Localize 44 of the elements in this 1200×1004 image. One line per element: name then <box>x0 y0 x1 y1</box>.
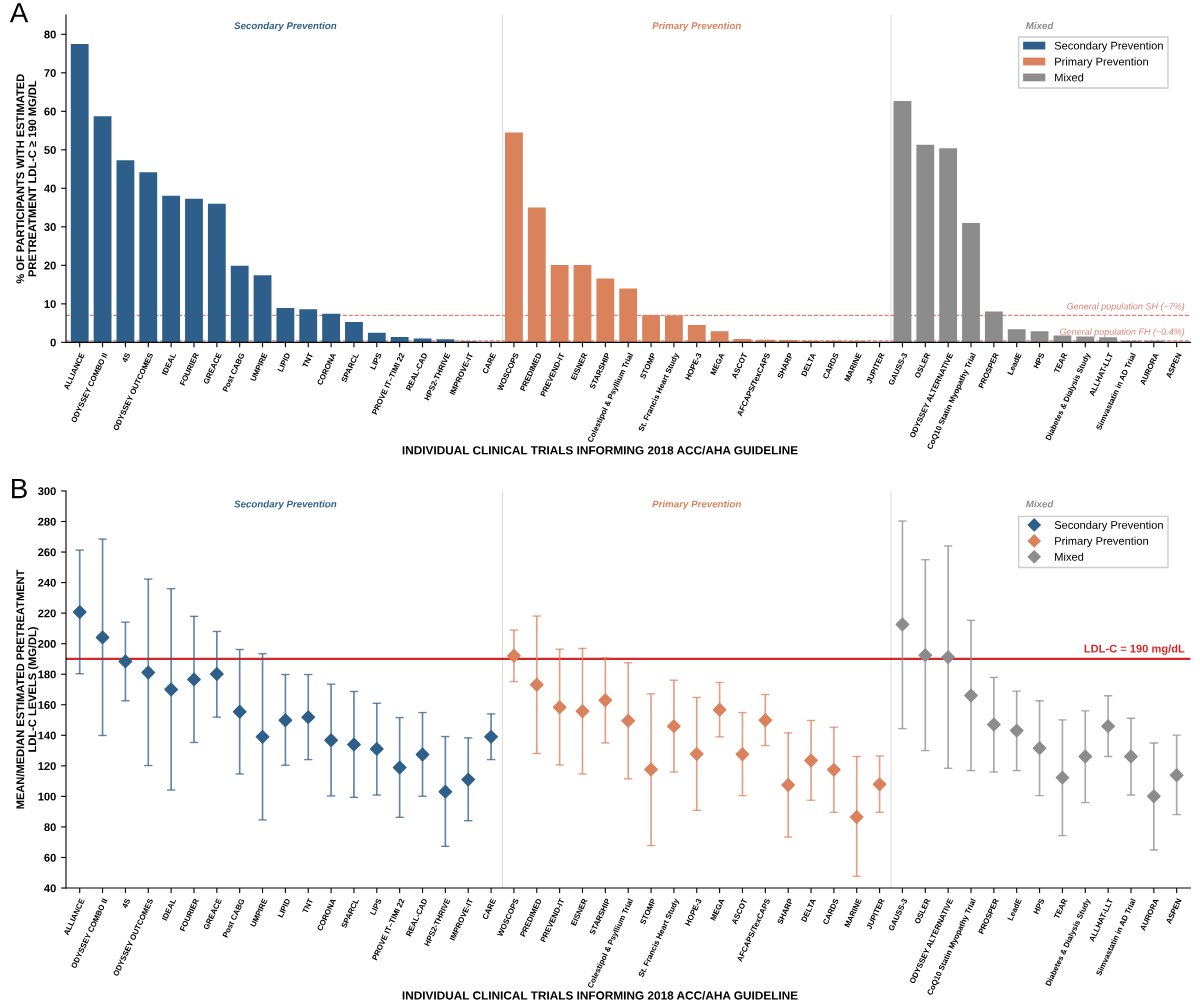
y-tick-label: 70 <box>44 69 56 77</box>
y-tick-label: 260 <box>38 548 56 557</box>
y-tick-label: 30 <box>44 223 56 231</box>
legend-label: Secondary Prevention <box>1054 41 1163 52</box>
text: A <box>9 3 29 23</box>
y-tick-label: 280 <box>38 517 56 526</box>
legend-label: Primary Prevention <box>1055 57 1148 68</box>
y-tick-label: 300 <box>38 487 56 496</box>
y-tick-label: 20 <box>44 261 56 270</box>
annotation: Secondary Prevention <box>234 21 337 32</box>
y-tick-label: 50 <box>44 146 56 154</box>
y-tick-label: 240 <box>38 578 56 587</box>
annotation: Primary Prevention <box>652 500 741 510</box>
y-tick-label: 200 <box>38 639 56 648</box>
y-tick-label: 40 <box>44 184 56 193</box>
ref-line-label: LDL-C = 190 mg/dL <box>1084 644 1185 655</box>
x-axis-title: INDIVIDUAL CLINICAL TRIALS INFORMING 2018 ACC/AHA GUIDELINE <box>402 990 798 1000</box>
annotation: Primary Prevention <box>652 21 741 32</box>
text: B <box>12 479 27 499</box>
y-tick-label: 160 <box>38 701 56 709</box>
ref-line-label: General population FH (~0.4%) <box>1060 328 1185 337</box>
y-tick-label: 80 <box>44 30 56 39</box>
y-axis-title: MEAN/MEDIAN ESTIMATED PRETREATMENT LDL-C LEVELS (MG/DL) <box>16 569 39 809</box>
y-tick-label: 60 <box>44 853 56 862</box>
y-tick-label: 40 <box>44 884 56 893</box>
legend-label: Mixed <box>1055 552 1084 561</box>
legend-label: Primary Prevention <box>1055 536 1148 548</box>
y-tick-label: 60 <box>44 107 56 116</box>
x-axis-title: INDIVIDUAL CLINICAL TRIALS INFORMING 2018 ACC/AHA GUIDELINE <box>402 445 798 455</box>
y-tick-label: 0 <box>50 338 56 347</box>
y-tick-label: 120 <box>38 762 56 770</box>
y-tick-label: 80 <box>44 823 56 832</box>
y-tick-label: 10 <box>44 300 56 308</box>
y-tick-label: 220 <box>38 609 56 618</box>
y-tick-label: 100 <box>38 792 56 801</box>
y-tick-label: 180 <box>38 670 56 679</box>
legend-label: Secondary Prevention <box>1054 520 1163 532</box>
y-axis-title: % OF PARTICIPANTS WITH ESTIMATED PRETREATMENT LDL-C ≥ 190 MG/DL <box>16 74 37 284</box>
y-tick-label: 140 <box>38 731 56 740</box>
ref-line-label: General population SH (~7%) <box>1067 302 1185 312</box>
annotation: Secondary Prevention <box>234 500 337 510</box>
legend-label: Mixed <box>1055 73 1084 82</box>
annotation: Mixed <box>1025 500 1054 508</box>
annotation: Mixed <box>1025 21 1054 30</box>
